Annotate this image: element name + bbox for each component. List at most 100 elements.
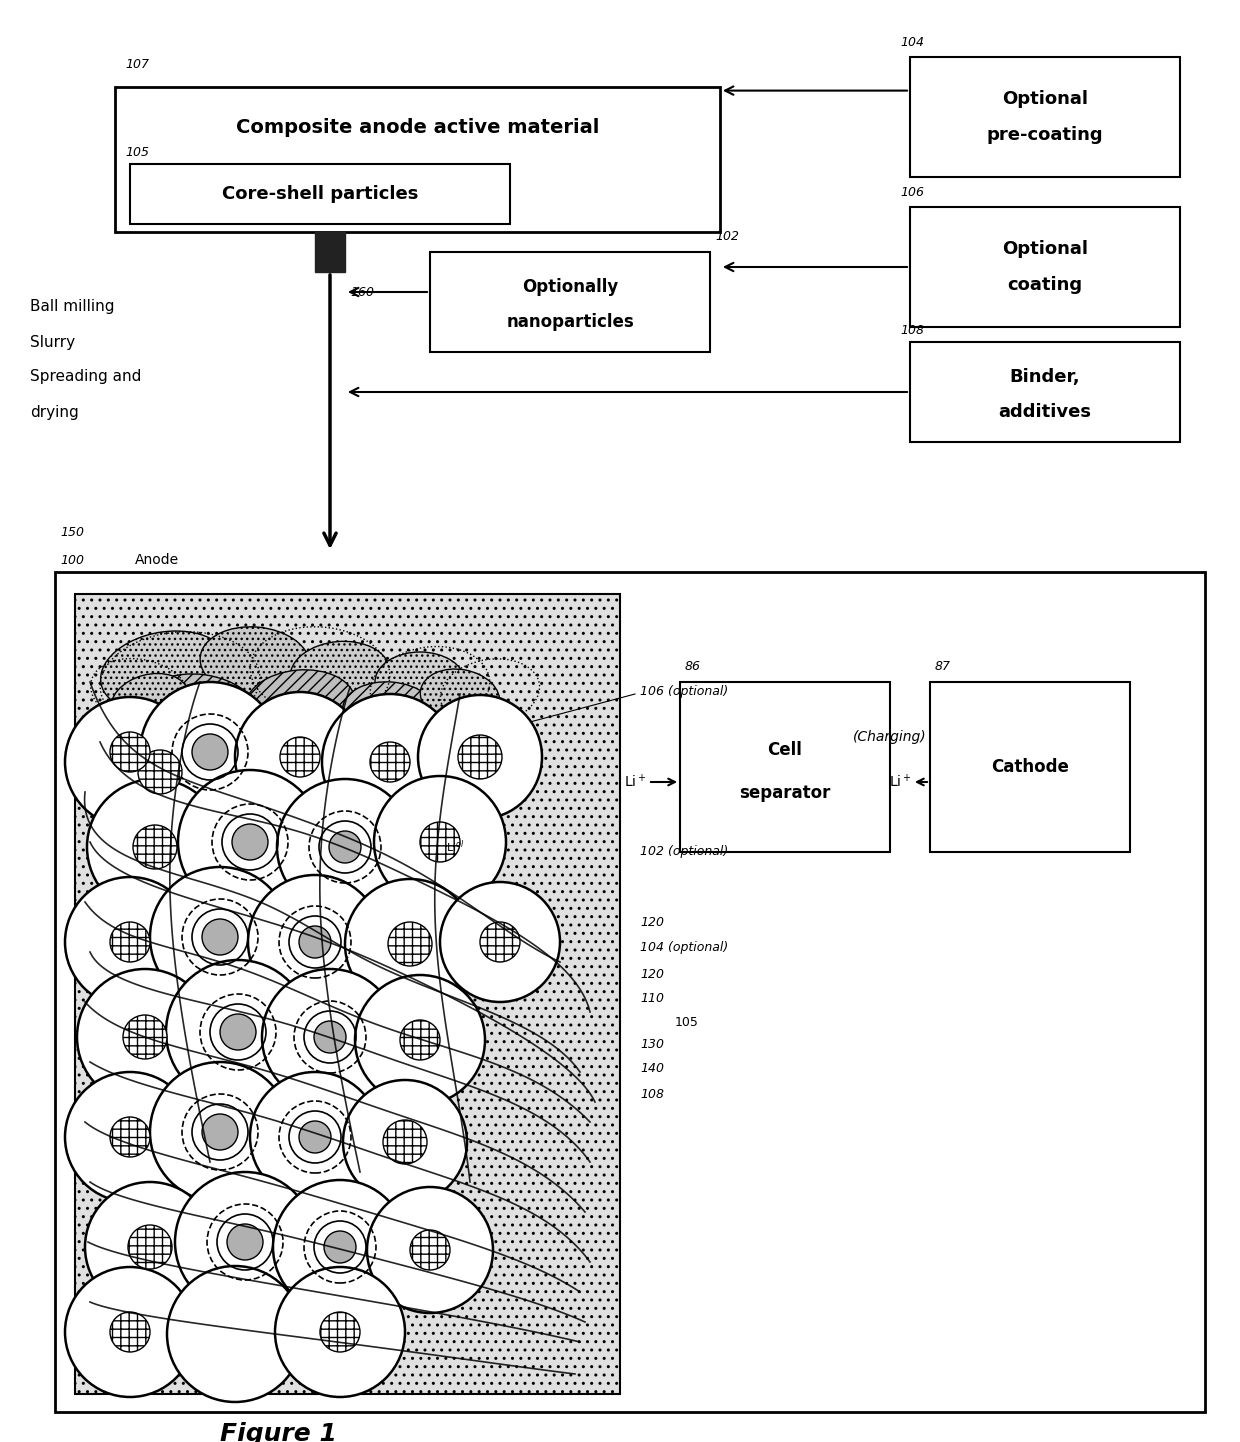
Text: Anode: Anode [135, 552, 179, 567]
Text: Li$^+$: Li$^+$ [624, 773, 646, 790]
Circle shape [322, 694, 458, 831]
Circle shape [232, 823, 268, 859]
Circle shape [192, 734, 228, 770]
Ellipse shape [200, 627, 310, 696]
Text: coating: coating [1007, 275, 1083, 294]
Circle shape [401, 1019, 440, 1060]
Text: Cathode: Cathode [991, 758, 1069, 776]
Circle shape [299, 926, 331, 957]
Circle shape [277, 779, 413, 916]
Text: Li$^{ol}$: Li$^{ol}$ [446, 839, 464, 855]
Circle shape [324, 1231, 356, 1263]
Circle shape [248, 875, 382, 1009]
Circle shape [418, 695, 542, 819]
Text: 102: 102 [715, 231, 739, 244]
Circle shape [86, 1182, 215, 1312]
Text: 104: 104 [900, 36, 924, 49]
Circle shape [275, 1268, 405, 1397]
Circle shape [250, 1071, 379, 1203]
Circle shape [262, 969, 398, 1105]
Circle shape [299, 1120, 331, 1154]
Text: Core-shell particles: Core-shell particles [222, 185, 418, 203]
Text: 87: 87 [935, 660, 951, 673]
Text: 106: 106 [900, 186, 924, 199]
Bar [430, 252, 711, 352]
Text: Ball milling: Ball milling [30, 300, 114, 314]
Text: Composite anode active material: Composite anode active material [236, 118, 599, 137]
Bar [55, 572, 1205, 1412]
Circle shape [179, 770, 322, 914]
Circle shape [77, 969, 213, 1105]
Circle shape [167, 1266, 303, 1402]
Ellipse shape [246, 669, 355, 738]
Text: 140: 140 [640, 1063, 663, 1076]
Text: 104 (optional): 104 (optional) [640, 940, 728, 953]
Circle shape [87, 779, 223, 916]
Circle shape [202, 919, 238, 955]
Circle shape [202, 1115, 238, 1151]
Text: 150: 150 [60, 525, 84, 538]
Circle shape [345, 880, 475, 1009]
Text: Cell: Cell [768, 741, 802, 758]
Ellipse shape [342, 682, 438, 743]
Circle shape [175, 1172, 315, 1312]
Text: 107: 107 [125, 59, 149, 72]
Circle shape [440, 883, 560, 1002]
Text: 110: 110 [640, 992, 663, 1005]
Text: 105: 105 [675, 1015, 699, 1028]
Text: Slurry: Slurry [30, 335, 76, 349]
Circle shape [374, 776, 506, 908]
Ellipse shape [420, 669, 500, 725]
Circle shape [273, 1180, 407, 1314]
Bar [930, 682, 1130, 852]
Circle shape [458, 735, 502, 779]
Text: 108: 108 [900, 323, 924, 336]
Circle shape [138, 750, 182, 795]
Circle shape [320, 1312, 360, 1353]
Text: Binder,: Binder, [1009, 368, 1080, 386]
Text: Optionally: Optionally [522, 278, 618, 296]
Circle shape [123, 1015, 167, 1058]
Text: additives: additives [998, 402, 1091, 421]
Circle shape [64, 877, 195, 1007]
Text: Spreading and: Spreading and [30, 369, 141, 385]
Circle shape [128, 1226, 172, 1269]
Circle shape [110, 921, 150, 962]
Circle shape [329, 831, 361, 862]
Circle shape [388, 921, 432, 966]
Text: 120: 120 [640, 968, 663, 981]
Circle shape [64, 696, 195, 828]
Circle shape [314, 1021, 346, 1053]
Text: 86: 86 [684, 660, 701, 673]
Bar [315, 232, 345, 273]
Circle shape [236, 692, 365, 822]
Circle shape [140, 682, 280, 822]
Text: 106 (optional): 106 (optional) [640, 685, 728, 698]
Circle shape [219, 1014, 255, 1050]
Circle shape [64, 1268, 195, 1397]
Text: 102 (optional): 102 (optional) [640, 845, 728, 858]
Text: nanoparticles: nanoparticles [506, 313, 634, 332]
Circle shape [110, 733, 150, 771]
Text: drying: drying [30, 405, 79, 420]
Circle shape [166, 960, 310, 1105]
Bar [910, 342, 1180, 443]
Circle shape [227, 1224, 263, 1260]
Text: 130: 130 [640, 1037, 663, 1051]
Circle shape [150, 867, 290, 1007]
Bar [910, 208, 1180, 327]
Circle shape [420, 822, 460, 862]
Circle shape [150, 1061, 290, 1203]
Text: separator: separator [739, 783, 831, 802]
Ellipse shape [374, 652, 465, 712]
Text: Li$^+$: Li$^+$ [889, 773, 911, 790]
Bar [130, 164, 510, 224]
Circle shape [383, 1120, 427, 1164]
Bar [680, 682, 890, 852]
Text: pre-coating: pre-coating [987, 125, 1104, 144]
Bar [74, 594, 620, 1394]
Text: 120: 120 [640, 916, 663, 929]
Circle shape [355, 975, 485, 1105]
Text: (Charging): (Charging) [853, 730, 926, 744]
Bar [115, 87, 720, 232]
